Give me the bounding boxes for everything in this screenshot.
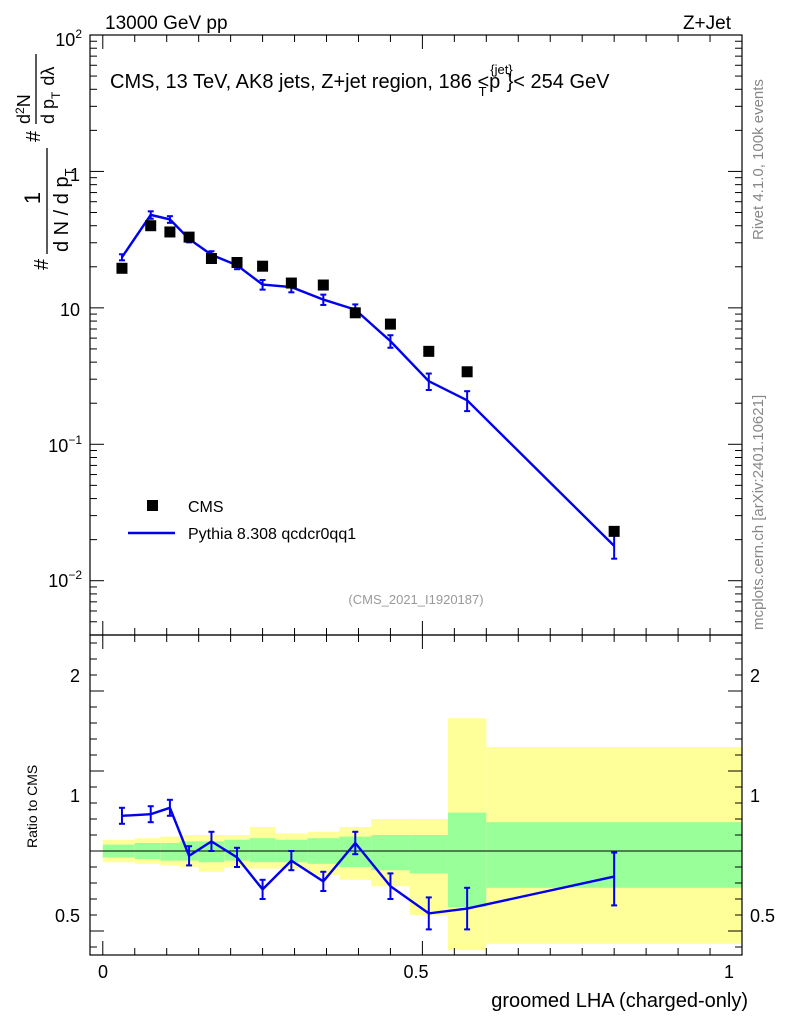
main-y-axis-label: # 1 d N / d pT # d2N d pTdλ bbox=[13, 54, 77, 270]
ylabel-dpt: d pTdλ bbox=[38, 67, 63, 124]
header-left: 13000 GeV pp bbox=[105, 13, 228, 34]
main-ytick-label: 102 bbox=[55, 27, 82, 50]
ratio-axis-ticks bbox=[90, 635, 743, 955]
ylabel-frac-den: d N / d pT bbox=[51, 168, 77, 252]
ratio-green-band bbox=[371, 835, 410, 871]
ratio-pythia-line bbox=[121, 806, 615, 915]
side-label-bottom: mcplots.cern.ch [arXiv:2401.10621] bbox=[750, 395, 767, 630]
ratio-plot-area bbox=[89, 634, 743, 956]
main-ytick-label: 10 bbox=[60, 300, 80, 320]
cms-data-point bbox=[116, 262, 128, 274]
ratio-green-band bbox=[409, 835, 448, 874]
main-ytick-label: 10−1 bbox=[48, 433, 82, 456]
ratio-ytick-label-right: 2 bbox=[750, 666, 760, 686]
cms-data-point bbox=[145, 220, 157, 232]
cms-data-point bbox=[164, 226, 176, 238]
side-label-top: Rivet 4.1.0, 100k events bbox=[750, 79, 767, 240]
cms-data-point bbox=[461, 366, 473, 378]
main-data-layer bbox=[116, 210, 620, 560]
cms-data-point bbox=[608, 525, 620, 537]
ratio-ytick-label: 1 bbox=[70, 786, 80, 806]
header-right: Z+Jet bbox=[683, 13, 732, 34]
ratio-uncertainty-bands bbox=[90, 718, 742, 951]
legend-cms-label: CMS bbox=[188, 499, 224, 516]
cms-data-point bbox=[317, 279, 329, 291]
ratio-xtick-label: 0.5 bbox=[403, 962, 428, 982]
cms-data-point bbox=[183, 231, 195, 243]
ylabel-frac-num: 1 bbox=[20, 192, 45, 204]
cms-data-point bbox=[285, 277, 297, 289]
ratio-ytick-label: 2 bbox=[70, 666, 80, 686]
main-plot-frame bbox=[89, 34, 743, 636]
cms-data-point bbox=[423, 345, 435, 357]
ratio-green-band bbox=[249, 838, 276, 863]
cms-data-point bbox=[349, 307, 361, 319]
cms-data-point bbox=[205, 253, 217, 265]
legend-pythia-label: Pythia 8.308 qcdcr0qq1 bbox=[188, 526, 356, 543]
plot-title: CMS, 13 TeV, AK8 jets, Z+jet region, 186… bbox=[110, 62, 610, 99]
ylabel-d2n: d2N bbox=[13, 94, 34, 124]
pythia-line bbox=[120, 213, 616, 547]
legend: CMS Pythia 8.308 qcdcr0qq1 bbox=[128, 499, 356, 543]
ratio-plot-frame bbox=[89, 634, 743, 956]
main-ytick-label: 10−2 bbox=[48, 568, 82, 591]
main-axis-ticks bbox=[90, 34, 743, 636]
main-ytick-label: 1 bbox=[70, 165, 80, 185]
ratio-green-band bbox=[160, 843, 180, 861]
ratio-xtick-label: 0 bbox=[98, 962, 108, 982]
cms-data-point bbox=[231, 257, 243, 269]
ratio-xtick-label: 1 bbox=[724, 962, 734, 982]
ratio-ytick-label: 0.5 bbox=[55, 906, 80, 926]
analysis-watermark: (CMS_2021_I1920187) bbox=[348, 592, 483, 607]
ratio-y-axis-label: Ratio to CMS bbox=[24, 765, 40, 848]
ratio-ytick-label-right: 0.5 bbox=[750, 906, 775, 926]
main-plot-area bbox=[89, 34, 743, 636]
ratio-data-layer bbox=[118, 798, 618, 931]
legend-cms-marker bbox=[147, 500, 158, 511]
ylabel-hash-2: # bbox=[23, 130, 45, 142]
cms-data-point bbox=[384, 318, 396, 330]
ylabel-hash-1: # bbox=[31, 258, 53, 270]
ratio-ytick-label-right: 1 bbox=[750, 786, 760, 806]
x-axis-label: groomed LHA (charged-only) bbox=[491, 990, 748, 1012]
cms-data-point bbox=[257, 260, 269, 272]
